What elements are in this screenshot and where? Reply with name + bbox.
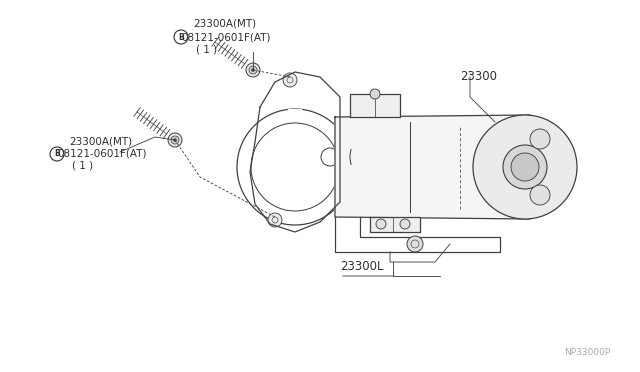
Circle shape <box>530 185 550 205</box>
Circle shape <box>370 89 380 99</box>
Text: 23300L: 23300L <box>340 260 383 273</box>
Circle shape <box>168 133 182 147</box>
Text: ( 1 ): ( 1 ) <box>196 44 217 54</box>
Circle shape <box>173 138 177 141</box>
Text: NP33000P: NP33000P <box>564 348 610 357</box>
Circle shape <box>171 136 179 144</box>
Text: B: B <box>178 32 184 42</box>
Text: 23300A(MT): 23300A(MT) <box>193 19 256 29</box>
Circle shape <box>530 129 550 149</box>
Polygon shape <box>350 94 400 117</box>
Circle shape <box>511 153 539 181</box>
Text: 23300: 23300 <box>460 71 497 83</box>
Polygon shape <box>335 115 530 219</box>
Circle shape <box>252 68 255 71</box>
Circle shape <box>268 213 282 227</box>
Circle shape <box>246 63 260 77</box>
Circle shape <box>407 236 423 252</box>
Circle shape <box>503 145 547 189</box>
Text: 08121-0601F(AT): 08121-0601F(AT) <box>181 32 271 42</box>
Circle shape <box>473 115 577 219</box>
Text: 23300A(MT): 23300A(MT) <box>69 137 132 147</box>
Circle shape <box>283 73 297 87</box>
Text: 08121-0601F(AT): 08121-0601F(AT) <box>57 149 147 159</box>
Circle shape <box>376 219 386 229</box>
Circle shape <box>249 66 257 74</box>
Circle shape <box>400 219 410 229</box>
Text: B: B <box>54 150 60 158</box>
Polygon shape <box>370 217 420 232</box>
Text: ( 1 ): ( 1 ) <box>72 160 93 170</box>
